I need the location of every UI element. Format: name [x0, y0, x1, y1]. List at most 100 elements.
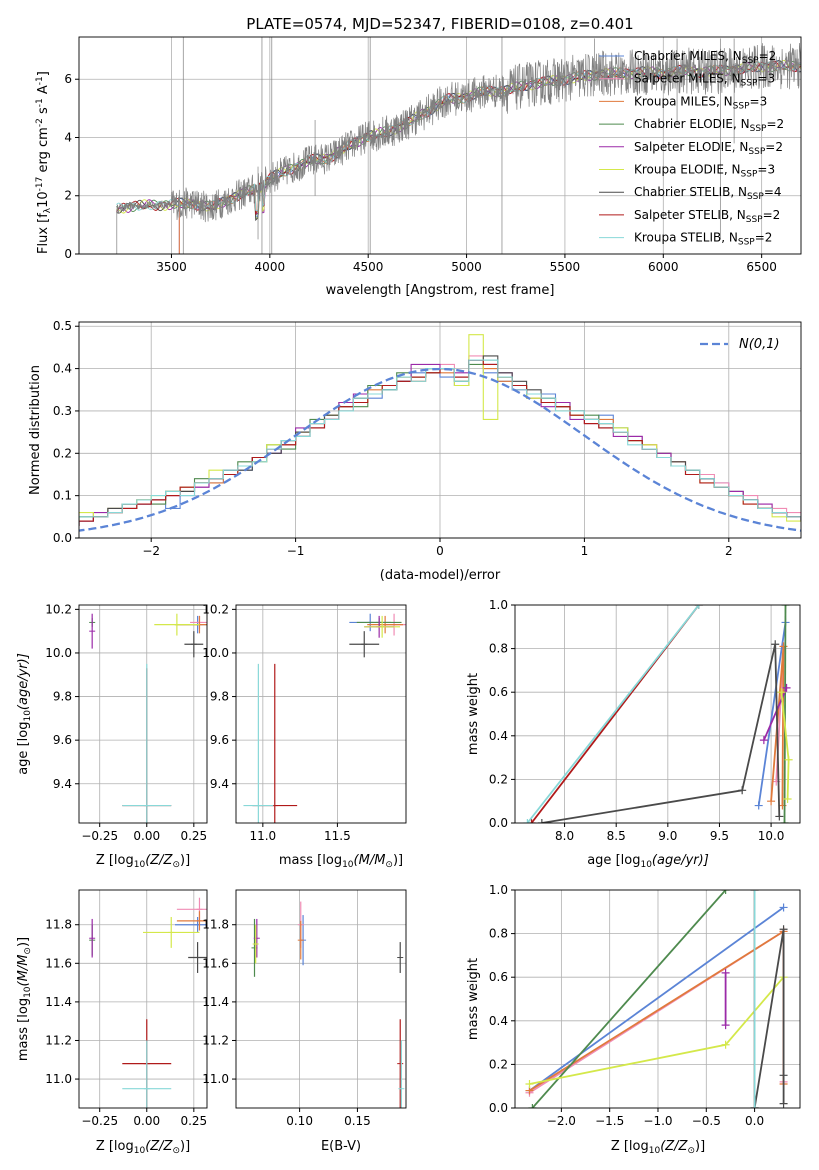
weight-marker: [721, 968, 730, 977]
x-tick-label: 3500: [156, 260, 187, 274]
x-tick-label: 2: [725, 544, 733, 558]
weight-z-xlabel-part: 10: [649, 1146, 661, 1156]
age-z-xlabel-part: Z [log: [96, 853, 134, 868]
y-tick-label: 9.6: [210, 733, 229, 747]
normal-curve: [79, 367, 801, 532]
weight-age-plot-grid: [515, 604, 800, 824]
spectrum-ylabel-part: -2: [35, 118, 45, 127]
y-tick-label: 0.2: [489, 772, 508, 786]
y-tick-label: 0.6: [489, 970, 508, 984]
age-z-xlabel-part: )]: [180, 853, 190, 868]
y-tick-label: 2: [64, 189, 72, 203]
y-tick-label: 11.6: [45, 956, 72, 970]
weight-z-xlabel: Z [log10​(Z/Z⊙​)]: [611, 1139, 705, 1156]
legend-entry-part: SSP: [738, 238, 755, 248]
weight-line: [757, 622, 787, 806]
legend-entry-part: Chabrier ELODIE, N: [634, 117, 750, 131]
age-mass-xlabel-part: mass [log: [279, 853, 342, 868]
x-tick-label: 8.5: [607, 829, 626, 843]
weight-line: [531, 890, 727, 1108]
legend-entry-part: Salpeter MILES, N: [634, 72, 741, 86]
y-tick-label: 1.0: [489, 598, 508, 612]
y-tick-label: 11.2: [45, 1033, 72, 1047]
weight-z-plot-frame: [514, 889, 801, 1109]
x-tick-label: 5500: [550, 260, 581, 274]
weight-marker: [780, 819, 789, 823]
age-mass-xlabel-part: )]: [393, 853, 403, 868]
weight-line: [753, 929, 785, 1108]
legend-entry-part: Kroupa STELIB, N: [634, 231, 738, 245]
mass-z-plot-frame: [78, 889, 208, 1109]
age-mass-xlabel-part: 10: [342, 860, 354, 870]
weight-z-xlabel-part: Z [log: [611, 1139, 649, 1154]
spectrum-ylabel-part: erg cm: [36, 127, 51, 176]
legend-entry: Salpeter STELIB, NSSP​=2: [634, 208, 780, 225]
y-tick-label: 11.4: [45, 995, 72, 1009]
mass-z-plot: −0.25 0.00 0.25 11.0 11.2 11.4 11.6 11.8: [45, 889, 208, 1128]
weight-age-xlabel: age [log10​(age/yr)]: [587, 853, 709, 870]
legend-entry-part: Chabrier STELIB, N: [634, 185, 747, 199]
weight-age-plot: 8.0 8.5 9.0 9.5 10.0 0.0 0.2 0.4 0.6 0.8 1.0: [489, 598, 801, 843]
mass-z-ylabel: mass [log10​(M/M⊙​)]: [16, 937, 33, 1061]
y-tick-label: 11.8: [45, 918, 72, 932]
weight-marker: [537, 819, 546, 823]
residual-xlabel: (data-model)/error: [380, 568, 501, 583]
x-tick-label: 0: [436, 544, 444, 558]
weight-marker: [779, 1071, 788, 1080]
y-tick-label: 9.4: [210, 777, 229, 791]
y-tick-label: 0.8: [489, 927, 508, 941]
weight-marker: [779, 1099, 788, 1108]
residual-ylabel: Normed distribution: [28, 365, 43, 495]
mass-z-ylabel-part: 10: [23, 986, 33, 998]
weight-marker: [754, 801, 763, 810]
weight-z-plot: −2.0 −1.5 −1.0 −0.5 0.0 0.0 0.2 0.4 0.6 0.8 1.0: [489, 883, 801, 1128]
weight-marker: [782, 683, 791, 692]
y-tick-label: 0.2: [53, 446, 72, 460]
mass-z-ylabel-part: (M/M: [16, 955, 31, 987]
x-tick-label: 6000: [648, 260, 679, 274]
y-tick-label: 9.8: [210, 690, 229, 704]
spectrum-plot: 3500 4000 4500 5000 5500 6000 6500 0 2 4 6: [64, 36, 802, 274]
age-mass-xlabel-part: (M/M: [354, 853, 386, 868]
y-tick-label: 0.0: [489, 816, 508, 830]
y-tick-label: 0: [64, 247, 72, 261]
data-spectrum: [116, 42, 801, 254]
weight-age-plot-frame: [514, 604, 801, 824]
weight-marker: [779, 925, 788, 934]
legend-entry-part: =3: [750, 94, 768, 108]
x-tick-label: −0.25: [81, 829, 118, 843]
spectrum-ylabel-part: 10: [36, 191, 51, 208]
weight-age-ylabel: mass weight: [466, 673, 481, 755]
age-z-ylabel: age [log10​(age/yr)]: [16, 653, 33, 775]
weight-line: [526, 605, 700, 823]
y-tick-label: 0.3: [53, 404, 72, 418]
spectrum-ylabel-part: A: [36, 85, 51, 98]
legend-entry: Salpeter MILES, NSSP​=3: [634, 72, 775, 89]
legend-entry-part: =2: [765, 140, 783, 154]
weight-age-xlabel-part: (age/yr)]: [652, 853, 709, 868]
weight-marker: [528, 1104, 537, 1108]
x-tick-label: −1.5: [595, 1114, 624, 1128]
weight-marker: [759, 736, 768, 745]
y-tick-label: 10.2: [45, 602, 72, 616]
x-tick-label: −0.5: [692, 1114, 721, 1128]
y-tick-label: 0.0: [489, 1101, 508, 1115]
x-tick-label: 0.25: [180, 1114, 207, 1128]
x-tick-label: −0.25: [81, 1114, 118, 1128]
x-tick-label: −1.0: [643, 1114, 672, 1128]
x-tick-label: 0.25: [180, 829, 207, 843]
spectrum-ylabel-part: s: [36, 107, 51, 118]
age-z-ylabel-part: age [log: [16, 722, 31, 775]
weight-age-plot-content: [523, 605, 793, 823]
weight-marker: [738, 786, 747, 795]
y-tick-label: 0.5: [53, 319, 72, 333]
legend-entry-part: =4: [764, 185, 782, 199]
age-z-plot: −0.25 0.00 0.25 9.4 9.6 9.8 10.0 10.2: [45, 602, 208, 843]
weight-marker: [784, 755, 793, 764]
legend-entry-part: =2: [759, 49, 777, 63]
y-tick-label: 10.0: [202, 646, 229, 660]
y-tick-label: 11.8: [202, 918, 229, 932]
weight-marker: [721, 1040, 730, 1049]
x-tick-label: −2: [142, 544, 160, 558]
y-tick-label: 0.2: [489, 1057, 508, 1071]
